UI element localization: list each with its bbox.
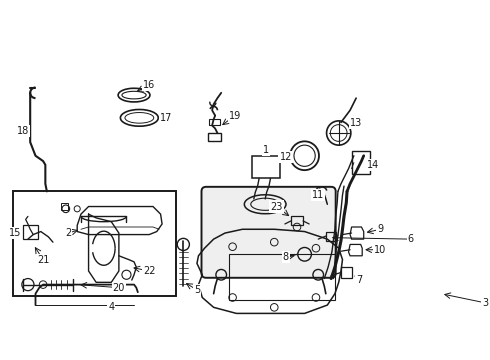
Text: 21: 21 bbox=[37, 255, 49, 265]
Text: 4: 4 bbox=[108, 302, 114, 312]
Text: 18: 18 bbox=[17, 126, 29, 136]
Text: 7: 7 bbox=[356, 275, 362, 285]
Text: 10: 10 bbox=[374, 245, 387, 255]
Text: 14: 14 bbox=[367, 160, 379, 170]
Text: 1: 1 bbox=[263, 145, 269, 155]
Bar bbox=[352, 151, 370, 174]
Bar bbox=[326, 231, 337, 240]
Text: 8: 8 bbox=[283, 252, 289, 262]
Text: 20: 20 bbox=[113, 283, 125, 293]
Bar bbox=[229, 254, 335, 300]
Text: 5: 5 bbox=[194, 285, 200, 295]
Text: 19: 19 bbox=[229, 111, 241, 121]
Text: 11: 11 bbox=[312, 190, 324, 200]
Text: 9: 9 bbox=[377, 224, 384, 234]
FancyBboxPatch shape bbox=[201, 187, 336, 278]
Bar bbox=[23, 225, 38, 239]
Text: 2: 2 bbox=[65, 228, 71, 238]
Text: 6: 6 bbox=[408, 234, 414, 244]
Text: 12: 12 bbox=[279, 152, 292, 162]
Text: 15: 15 bbox=[9, 228, 21, 238]
Bar bbox=[251, 156, 280, 179]
Text: 17: 17 bbox=[160, 113, 173, 123]
Bar bbox=[13, 192, 176, 296]
Bar bbox=[209, 120, 220, 125]
Text: 3: 3 bbox=[482, 298, 488, 308]
Text: 16: 16 bbox=[143, 80, 155, 90]
Bar bbox=[60, 203, 68, 210]
Bar bbox=[341, 267, 352, 278]
Text: 23: 23 bbox=[270, 202, 283, 212]
Text: 22: 22 bbox=[143, 266, 155, 276]
Text: 13: 13 bbox=[350, 118, 362, 128]
Bar bbox=[291, 216, 303, 225]
Bar bbox=[208, 133, 221, 141]
